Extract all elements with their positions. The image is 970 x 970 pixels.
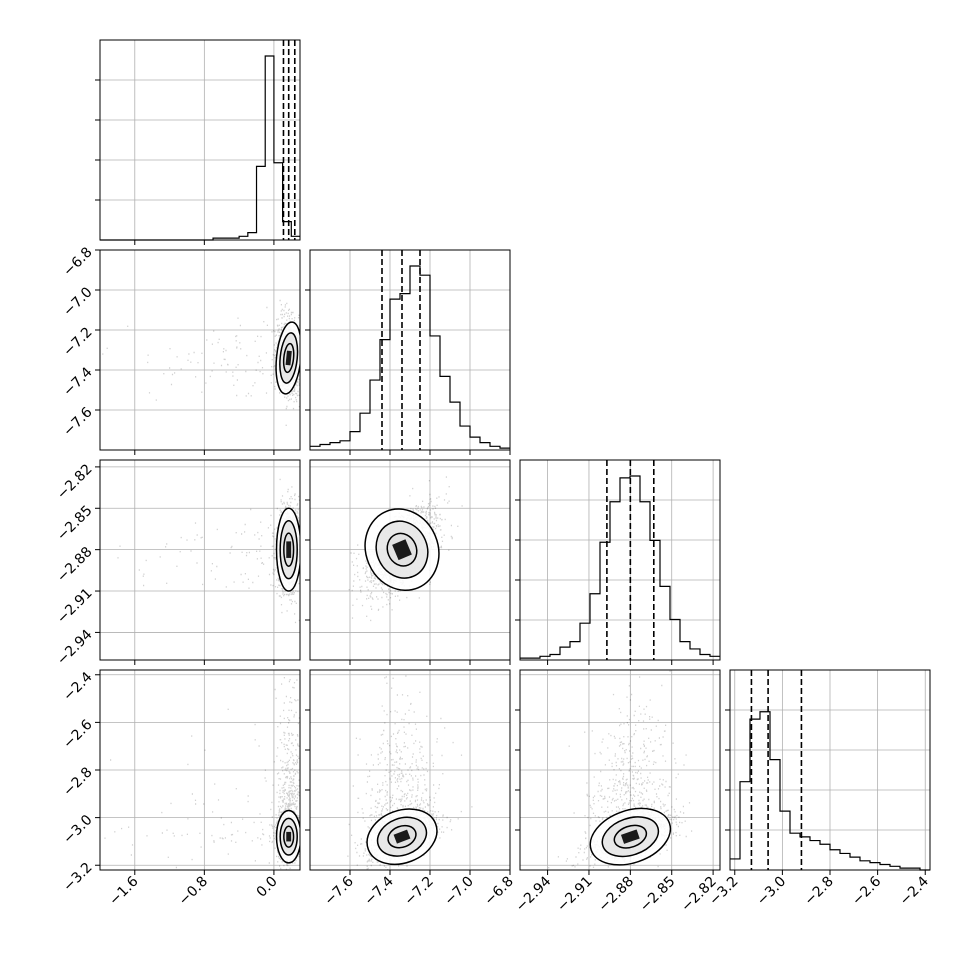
y-tick-label: −2.8 [60,764,95,799]
histogram-panel-3 [725,669,931,875]
x-tick-label: −2.88 [596,874,638,916]
y-tick-label: −2.6 [60,717,95,752]
histogram-panel-1 [305,249,511,455]
y-tick-label: −2.4 [60,669,95,704]
axes-frame [99,459,301,661]
x-tick-label: −7.6 [321,873,356,908]
x-tick-label: −2.94 [513,873,555,915]
density-peak [286,831,292,842]
axes-frame [309,459,511,661]
scatter-points [348,476,463,622]
x-tick-label: −2.91 [554,874,596,916]
histogram-step [730,711,930,871]
y-tick-label: −7.4 [60,364,95,399]
y-tick-label: −7.6 [60,404,95,439]
histogram-panel-0 [95,39,301,245]
x-tick-label: −7.2 [401,874,436,909]
axes-frame [519,459,721,661]
scatter-points [104,670,300,870]
scatter-points [347,675,473,870]
axes-frame [519,669,721,871]
y-tick-label: −7.0 [60,284,95,319]
tick-labels: −7.6−7.4−7.2−7.0−6.8−2.94−2.91−2.88−2.85… [54,244,932,915]
x-tick-label: −6.8 [481,874,516,909]
scatter-panel-0-2 [95,459,301,665]
histogram-step [100,55,300,241]
density-peak [393,829,411,844]
y-tick-label: −3.2 [60,860,95,895]
y-tick-label: −2.82 [54,461,96,503]
axes-frame [99,249,301,451]
y-tick-label: −7.2 [60,324,95,359]
x-tick-label: −2.4 [897,873,932,908]
y-tick-label: −2.94 [54,627,96,669]
y-tick-label: −2.85 [54,503,96,545]
scatter-panel-0-1 [95,249,301,455]
x-tick-label: −2.6 [849,873,884,908]
x-tick-label: −2.8 [801,874,836,909]
x-tick-label: −0.8 [176,874,211,909]
y-tick-label: −2.91 [54,585,96,627]
histogram-step [520,475,720,659]
density-peak [620,829,640,844]
scatter-points [548,670,693,869]
scatter-points [117,478,300,624]
histogram-step [310,265,510,449]
x-tick-label: −7.4 [361,873,396,908]
scatter-panel-2-3 [515,669,721,875]
histogram-panel-2 [515,459,721,665]
density-peak [392,539,412,561]
y-tick-label: −3.0 [60,812,95,847]
axes-frame [309,669,511,871]
x-tick-label: −7.0 [441,874,476,909]
density-peak [285,350,292,366]
x-tick-label: −2.85 [637,874,679,916]
scatter-panel-1-3 [305,669,511,875]
y-tick-label: −2.88 [54,544,96,586]
x-tick-label: −3.0 [754,874,789,909]
x-tick-label: −1.6 [106,873,141,908]
x-tick-label: 0.0 [254,874,281,901]
y-tick-label: −6.8 [60,244,95,279]
scatter-panel-1-2 [305,459,511,665]
axes-frame [309,249,511,451]
scatter-panel-0-3 [95,669,301,875]
scatter-points [102,299,300,426]
axes-frame [99,39,301,241]
density-peak [286,541,292,558]
